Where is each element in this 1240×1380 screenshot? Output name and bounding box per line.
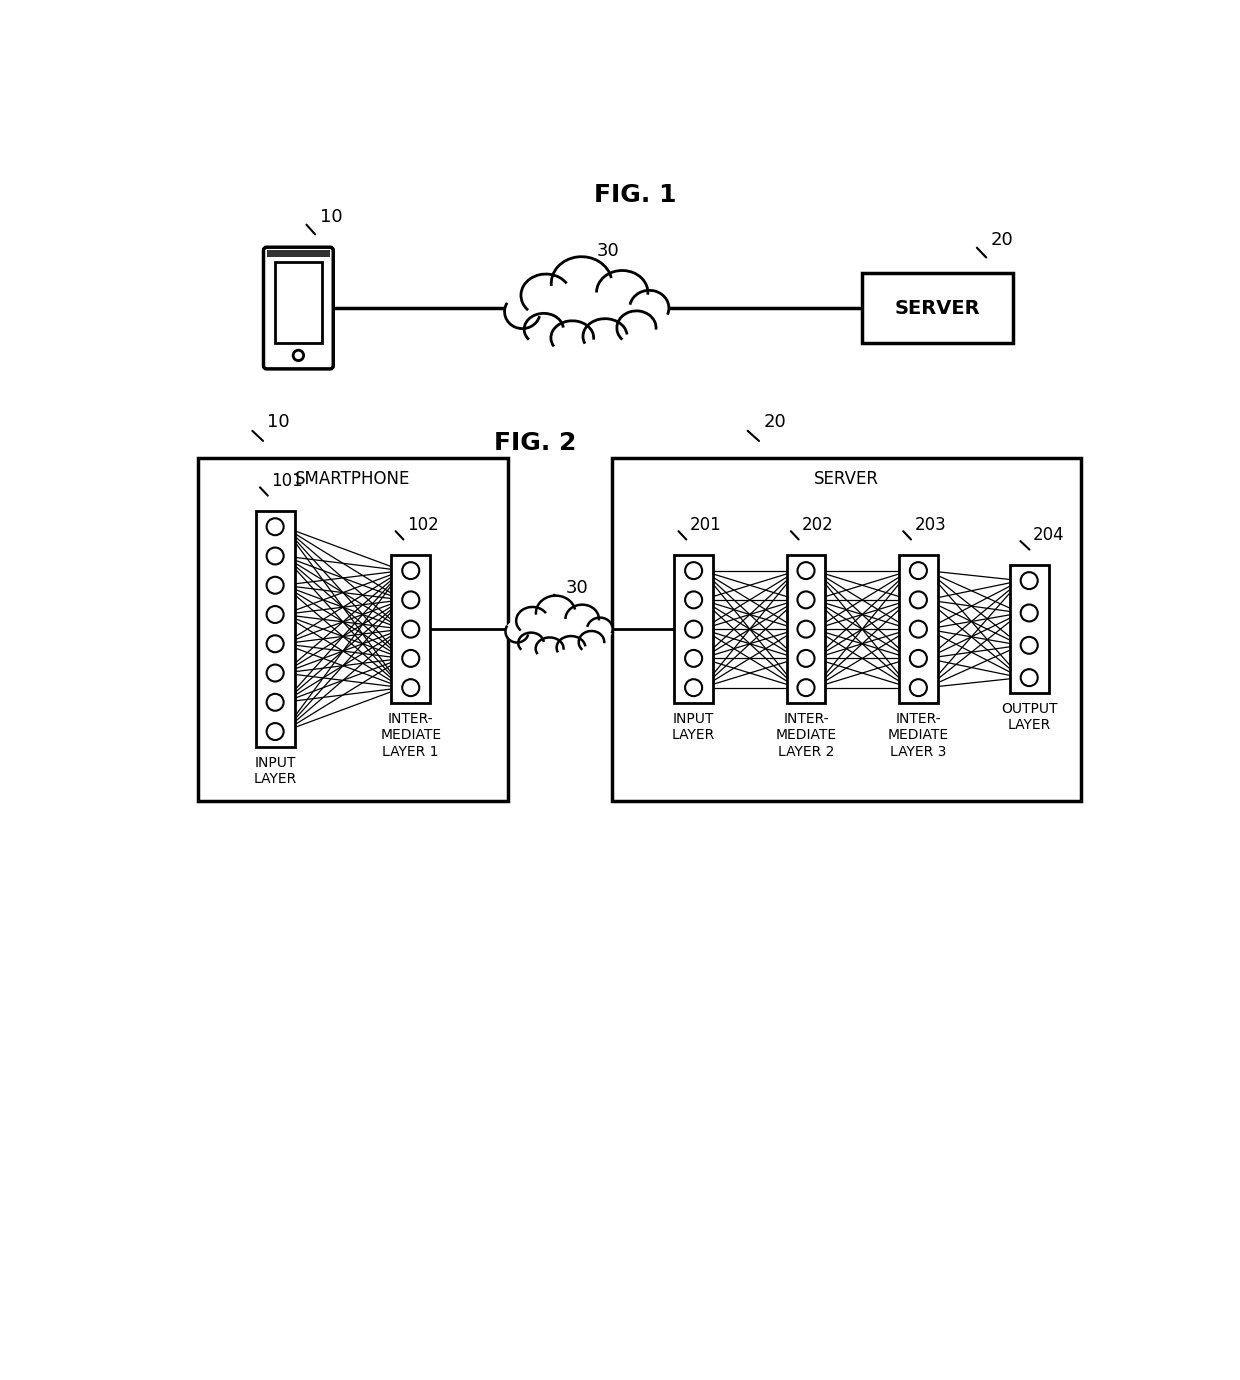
FancyBboxPatch shape bbox=[263, 247, 334, 368]
Text: 204: 204 bbox=[1033, 526, 1065, 544]
Text: 101: 101 bbox=[272, 472, 303, 490]
Circle shape bbox=[267, 635, 284, 653]
Bar bbox=[1009, 566, 1049, 693]
Ellipse shape bbox=[551, 320, 594, 355]
Circle shape bbox=[797, 650, 815, 667]
Text: 202: 202 bbox=[802, 516, 833, 534]
Circle shape bbox=[1021, 604, 1038, 621]
Text: SERVER: SERVER bbox=[895, 298, 981, 317]
Ellipse shape bbox=[616, 310, 656, 345]
Circle shape bbox=[684, 592, 702, 609]
Bar bbox=[675, 555, 713, 702]
Ellipse shape bbox=[552, 257, 611, 310]
Circle shape bbox=[402, 679, 419, 696]
Circle shape bbox=[402, 592, 419, 609]
Text: 30: 30 bbox=[565, 578, 589, 596]
Circle shape bbox=[402, 621, 419, 638]
Circle shape bbox=[684, 621, 702, 638]
Circle shape bbox=[1021, 636, 1038, 654]
Ellipse shape bbox=[506, 621, 528, 643]
Ellipse shape bbox=[521, 275, 570, 316]
Text: INPUT
LAYER: INPUT LAYER bbox=[672, 712, 715, 742]
Ellipse shape bbox=[583, 319, 627, 355]
Ellipse shape bbox=[565, 604, 599, 633]
Text: 20: 20 bbox=[764, 413, 786, 431]
Circle shape bbox=[1021, 573, 1038, 589]
Circle shape bbox=[402, 562, 419, 580]
Bar bbox=[613, 458, 1081, 800]
Text: 10: 10 bbox=[268, 413, 290, 431]
Ellipse shape bbox=[579, 631, 604, 653]
Text: FIG. 1: FIG. 1 bbox=[594, 182, 677, 207]
Text: INPUT
LAYER: INPUT LAYER bbox=[253, 756, 296, 787]
Circle shape bbox=[267, 548, 284, 564]
Circle shape bbox=[684, 650, 702, 667]
Text: INTER-
MEDIATE
LAYER 2: INTER- MEDIATE LAYER 2 bbox=[775, 712, 837, 759]
Circle shape bbox=[910, 650, 926, 667]
Text: OUTPUT
LAYER: OUTPUT LAYER bbox=[1001, 702, 1058, 733]
Bar bbox=[197, 458, 507, 800]
Ellipse shape bbox=[505, 294, 541, 328]
Circle shape bbox=[1021, 669, 1038, 686]
Bar bbox=[899, 555, 937, 702]
Text: INTER-
MEDIATE
LAYER 1: INTER- MEDIATE LAYER 1 bbox=[381, 712, 441, 759]
Circle shape bbox=[797, 621, 815, 638]
Ellipse shape bbox=[518, 632, 544, 653]
Circle shape bbox=[267, 723, 284, 740]
Ellipse shape bbox=[587, 618, 613, 640]
Circle shape bbox=[910, 562, 926, 580]
Bar bbox=[862, 273, 1013, 342]
Ellipse shape bbox=[630, 290, 668, 326]
Circle shape bbox=[267, 665, 284, 682]
Circle shape bbox=[684, 679, 702, 696]
Bar bbox=[786, 555, 826, 702]
Text: 30: 30 bbox=[596, 243, 620, 261]
Circle shape bbox=[910, 621, 926, 638]
Circle shape bbox=[267, 694, 284, 711]
Text: SERVER: SERVER bbox=[815, 469, 879, 487]
Circle shape bbox=[684, 562, 702, 580]
Text: 203: 203 bbox=[915, 516, 946, 534]
Text: 201: 201 bbox=[689, 516, 722, 534]
Ellipse shape bbox=[596, 270, 647, 315]
Circle shape bbox=[267, 519, 284, 535]
Ellipse shape bbox=[525, 313, 563, 345]
Circle shape bbox=[910, 592, 926, 609]
Ellipse shape bbox=[536, 596, 575, 631]
Text: 20: 20 bbox=[991, 230, 1013, 248]
Bar bbox=[267, 250, 330, 257]
Text: SMARTPHONE: SMARTPHONE bbox=[295, 469, 410, 487]
Circle shape bbox=[402, 650, 419, 667]
Bar bbox=[255, 512, 295, 747]
Circle shape bbox=[910, 679, 926, 696]
Ellipse shape bbox=[516, 607, 548, 635]
Circle shape bbox=[797, 562, 815, 580]
Text: FIG. 2: FIG. 2 bbox=[494, 431, 575, 455]
Bar bbox=[275, 262, 322, 342]
Text: 102: 102 bbox=[407, 516, 439, 534]
Circle shape bbox=[797, 592, 815, 609]
Circle shape bbox=[267, 606, 284, 622]
Bar bbox=[392, 555, 430, 702]
Ellipse shape bbox=[557, 636, 585, 660]
Circle shape bbox=[267, 577, 284, 593]
Ellipse shape bbox=[542, 287, 627, 330]
Ellipse shape bbox=[536, 638, 563, 660]
Text: 10: 10 bbox=[320, 207, 342, 226]
Ellipse shape bbox=[531, 615, 585, 643]
Circle shape bbox=[797, 679, 815, 696]
Text: INTER-
MEDIATE
LAYER 3: INTER- MEDIATE LAYER 3 bbox=[888, 712, 949, 759]
